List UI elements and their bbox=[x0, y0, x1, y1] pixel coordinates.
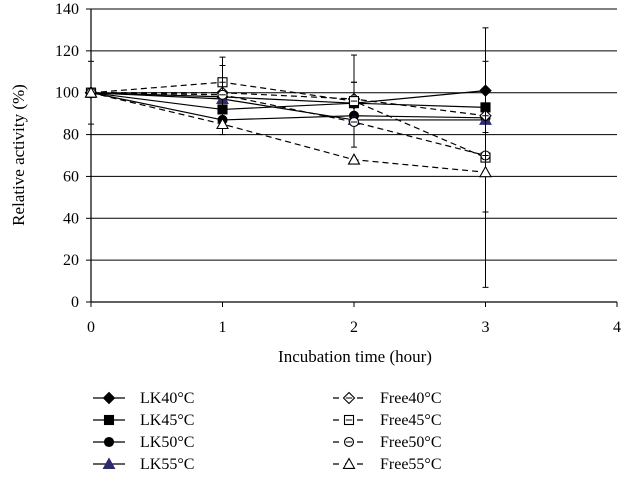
legend-label-Free40°C: Free40°C bbox=[380, 390, 442, 407]
series-Free55°C bbox=[84, 86, 492, 213]
point-Free55°C-1 bbox=[216, 117, 229, 130]
series-Free50°C bbox=[85, 65, 491, 161]
x-axis-title: Incubation time (hour) bbox=[278, 347, 432, 366]
ticks-layer: 0 20 40 60 80 100 120 140 0 1 2 3 4 bbox=[55, 1, 621, 336]
legend-label-Free50°C: Free50°C bbox=[380, 434, 442, 451]
legend-item-Free55°C: Free55°C bbox=[333, 456, 442, 473]
x-tick-label-0: 0 bbox=[87, 319, 95, 336]
y-axis-title: Relative activity (%) bbox=[9, 84, 28, 226]
legend-marker-Free55°C bbox=[342, 457, 356, 469]
x-tick-label-1: 1 bbox=[219, 319, 227, 336]
legend-item-Free45°C: Free45°C bbox=[333, 412, 442, 429]
y-tick-label-20: 20 bbox=[63, 252, 79, 269]
legend-label-LK45°C: LK45°C bbox=[140, 412, 194, 429]
y-tick-label-0: 0 bbox=[71, 294, 79, 311]
legend-item-LK55°C: LK55°C bbox=[93, 456, 194, 473]
legend-marker-LK45°C bbox=[103, 414, 115, 426]
legend-label-LK40°C: LK40°C bbox=[140, 390, 194, 407]
series-line-LK50°C bbox=[90, 92, 486, 121]
series-line-Free45°C bbox=[90, 81, 486, 159]
point-Free55°C-0 bbox=[84, 86, 98, 98]
x-tick-label-4: 4 bbox=[613, 319, 621, 336]
legend-item-Free50°C: Free50°C bbox=[333, 434, 442, 451]
legend-label-LK55°C: LK55°C bbox=[140, 456, 194, 473]
x-tick-label-3: 3 bbox=[482, 319, 490, 336]
legend-item-LK50°C: LK50°C bbox=[93, 434, 194, 451]
legend-label-Free55°C: Free55°C bbox=[380, 456, 442, 473]
series-layer bbox=[84, 27, 492, 288]
series-line-Free50°C bbox=[90, 92, 486, 157]
legend-item-Free40°C: Free40°C bbox=[333, 390, 442, 407]
series-line-Free55°C bbox=[90, 92, 486, 173]
legend: LK40°C LK45°C LK50°C LK55°C Free40°C Free45°C… bbox=[93, 390, 442, 473]
series-Free45°C bbox=[85, 27, 491, 288]
x-tick-label-2: 2 bbox=[350, 319, 358, 336]
series-line-LK55°C bbox=[90, 92, 486, 121]
point-Free55°C-2 bbox=[347, 153, 361, 165]
y-tick-label-60: 60 bbox=[63, 168, 79, 185]
series-line-LK40°C bbox=[90, 90, 486, 104]
series-line-Free40°C bbox=[91, 92, 486, 117]
legend-label-Free45°C: Free45°C bbox=[380, 412, 442, 429]
legend-marker-LK50°C bbox=[103, 436, 115, 448]
point-Free55°C-3 bbox=[479, 165, 492, 178]
y-tick-label-140: 140 bbox=[55, 1, 79, 18]
y-tick-label-120: 120 bbox=[55, 43, 79, 60]
series-LK45°C bbox=[85, 87, 491, 115]
legend-marker-LK55°C bbox=[102, 457, 116, 469]
y-tick-label-100: 100 bbox=[55, 85, 79, 102]
legend-marker-LK40°C bbox=[102, 391, 116, 405]
y-tick-label-40: 40 bbox=[63, 210, 79, 227]
series-line-LK45°C bbox=[90, 92, 486, 111]
legend-item-LK45°C: LK45°C bbox=[93, 412, 194, 429]
legend-item-LK40°C: LK40°C bbox=[93, 390, 194, 407]
y-tick-label-80: 80 bbox=[63, 127, 79, 144]
legend-label-LK50°C: LK50°C bbox=[140, 434, 194, 451]
